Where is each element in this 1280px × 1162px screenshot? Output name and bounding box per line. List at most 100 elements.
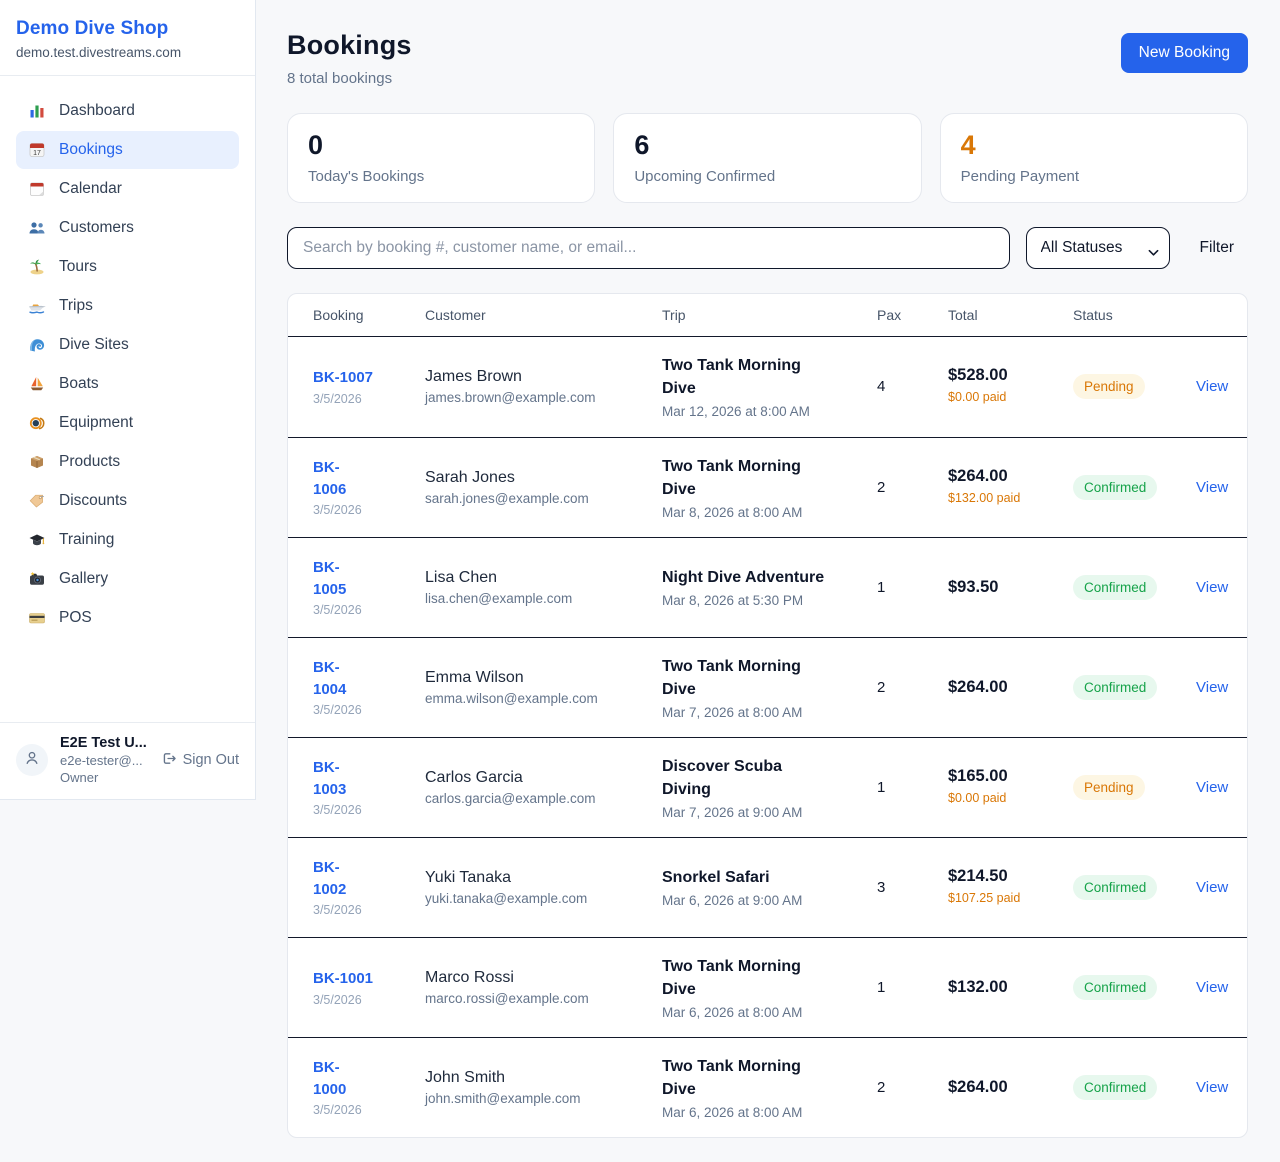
sidebar-item-dashboard[interactable]: Dashboard — [16, 92, 239, 130]
pax-count: 3 — [877, 878, 886, 896]
credit-card-icon — [28, 609, 46, 627]
paid-amount: $132.00 paid — [948, 490, 1021, 505]
sidebar-item-customers[interactable]: Customers — [16, 209, 239, 247]
view-link[interactable]: View — [1196, 578, 1229, 596]
sidebar-item-trips[interactable]: Trips — [16, 287, 239, 325]
tear-calendar-icon — [28, 180, 46, 198]
total-amount: $132.00 — [948, 977, 1008, 996]
sidebar-item-pos[interactable]: POS — [16, 599, 239, 637]
paid-amount: $0.00 paid — [948, 390, 1007, 405]
stats-row: 0 Today's Bookings 6 Upcoming Confirmed … — [287, 113, 1248, 203]
sidebar-user-footer: E2E Test U... e2e-tester@... Owner Sign … — [0, 722, 255, 799]
status-filter: All Statuses — [1025, 226, 1170, 269]
sidebar-item-equipment[interactable]: Equipment — [16, 404, 239, 442]
view-link[interactable]: View — [1196, 378, 1229, 396]
customer-email: yuki.tanaka@example.com — [425, 890, 588, 906]
column-header-status: Status — [1073, 306, 1113, 323]
sidebar-item-boats[interactable]: Boats — [16, 365, 239, 403]
booking-id-link[interactable]: BK-1002 — [313, 858, 347, 898]
shop-name[interactable]: Demo Dive Shop — [16, 18, 169, 39]
sidebar-item-bookings[interactable]: 17 Bookings — [16, 131, 239, 169]
customer-email: emma.wilson@example.com — [425, 690, 598, 706]
sidebar: Demo Dive Shop demo.test.divestreams.com… — [0, 0, 256, 800]
view-link[interactable]: View — [1196, 678, 1229, 696]
sidebar-item-tours[interactable]: Tours — [16, 248, 239, 286]
total-amount: $528.00 — [948, 366, 1008, 385]
table-row: BK-1006 3/5/2026 Sarah Jones sarah.jones… — [288, 436, 1247, 537]
filter-row: All Statuses Filter — [287, 226, 1248, 269]
booking-id-link[interactable]: BK-1004 — [313, 658, 347, 698]
stat-value: 6 — [634, 130, 650, 160]
stat-card-upcoming-confirmed: 6 Upcoming Confirmed — [613, 113, 922, 203]
speedboat-icon — [28, 297, 46, 315]
customer-name: John Smith — [425, 1068, 506, 1086]
search-input[interactable] — [287, 226, 1010, 269]
customer-email: carlos.garcia@example.com — [425, 790, 596, 806]
trip-name: Two Tank Morning Dive — [662, 357, 801, 398]
total-amount: $214.50 — [948, 866, 1008, 885]
view-link[interactable]: View — [1196, 778, 1229, 796]
booking-id-link[interactable]: BK-1005 — [313, 558, 347, 598]
main-content: Bookings 8 total bookings New Booking 0 … — [256, 0, 1280, 1162]
booking-date: 3/5/2026 — [313, 503, 362, 518]
trip-name: Night Dive Adventure — [662, 569, 825, 587]
status-badge: Confirmed — [1073, 1074, 1158, 1100]
booking-id-link[interactable]: BK-1000 — [313, 1058, 347, 1098]
user-role: Owner — [60, 770, 99, 785]
sidebar-item-calendar[interactable]: Calendar — [16, 170, 239, 208]
page-header: Bookings 8 total bookings New Booking — [287, 30, 1248, 87]
trip-datetime: Mar 7, 2026 at 8:00 AM — [662, 704, 803, 720]
customer-name: Sarah Jones — [425, 468, 515, 486]
trip-datetime: Mar 7, 2026 at 9:00 AM — [662, 804, 803, 820]
trip-name: Two Tank Morning Dive — [662, 457, 801, 498]
sidebar-item-training[interactable]: Training — [16, 521, 239, 559]
status-filter-select[interactable]: All Statuses — [1025, 226, 1170, 269]
sidebar-item-dive-sites[interactable]: Dive Sites — [16, 326, 239, 364]
pax-count: 4 — [877, 378, 886, 396]
svg-text:17: 17 — [33, 150, 41, 157]
booking-date: 3/5/2026 — [313, 803, 362, 818]
user-name: E2E Test U... — [60, 735, 147, 751]
customer-email: marco.rossi@example.com — [425, 990, 589, 1006]
stat-value: 0 — [308, 130, 324, 160]
view-link[interactable]: View — [1196, 878, 1229, 896]
tag-icon — [28, 492, 46, 510]
filter-button[interactable]: Filter — [1186, 231, 1248, 265]
customer-email: sarah.jones@example.com — [425, 490, 589, 506]
booking-id-link[interactable]: BK-1001 — [313, 969, 374, 987]
sign-out-button[interactable]: Sign Out — [160, 750, 239, 771]
column-header-total: Total — [948, 306, 978, 323]
customer-email: lisa.chen@example.com — [425, 590, 573, 606]
wave-icon — [28, 336, 46, 354]
view-link[interactable]: View — [1196, 978, 1229, 996]
booking-id-link[interactable]: BK-1006 — [313, 458, 347, 498]
trip-datetime: Mar 8, 2026 at 5:30 PM — [662, 593, 804, 609]
column-header-customer: Customer — [425, 306, 486, 323]
status-badge: Confirmed — [1073, 674, 1158, 700]
page-title: Bookings — [287, 30, 412, 60]
stat-value: 4 — [960, 130, 976, 160]
table-row: BK-1003 3/5/2026 Carlos Garcia carlos.ga… — [288, 736, 1247, 837]
brand-header: Demo Dive Shop demo.test.divestreams.com — [0, 0, 255, 76]
booking-id-link[interactable]: BK-1003 — [313, 758, 347, 798]
shop-domain: demo.test.divestreams.com — [16, 45, 182, 60]
status-badge: Confirmed — [1073, 974, 1158, 1000]
total-amount: $93.50 — [948, 577, 999, 596]
total-amount: $165.00 — [948, 766, 1008, 785]
trip-name: Discover Scuba Diving — [662, 757, 783, 798]
grad-cap-icon — [28, 531, 46, 549]
total-amount: $264.00 — [948, 677, 1008, 696]
booking-id-link[interactable]: BK-1007 — [313, 369, 374, 387]
sidebar-item-discounts[interactable]: Discounts — [16, 482, 239, 520]
paid-amount: $107.25 paid — [948, 890, 1021, 905]
sidebar-item-products[interactable]: Products — [16, 443, 239, 481]
sidebar-item-gallery[interactable]: Gallery — [16, 560, 239, 598]
column-header-booking: Booking — [313, 306, 364, 323]
trip-datetime: Mar 6, 2026 at 8:00 AM — [662, 1004, 803, 1020]
new-booking-button[interactable]: New Booking — [1120, 33, 1248, 73]
user-info: E2E Test U... e2e-tester@... Owner — [60, 735, 147, 785]
pax-count: 2 — [877, 678, 886, 696]
view-link[interactable]: View — [1196, 478, 1229, 496]
view-link[interactable]: View — [1196, 1078, 1229, 1096]
customer-name: Carlos Garcia — [425, 768, 523, 786]
